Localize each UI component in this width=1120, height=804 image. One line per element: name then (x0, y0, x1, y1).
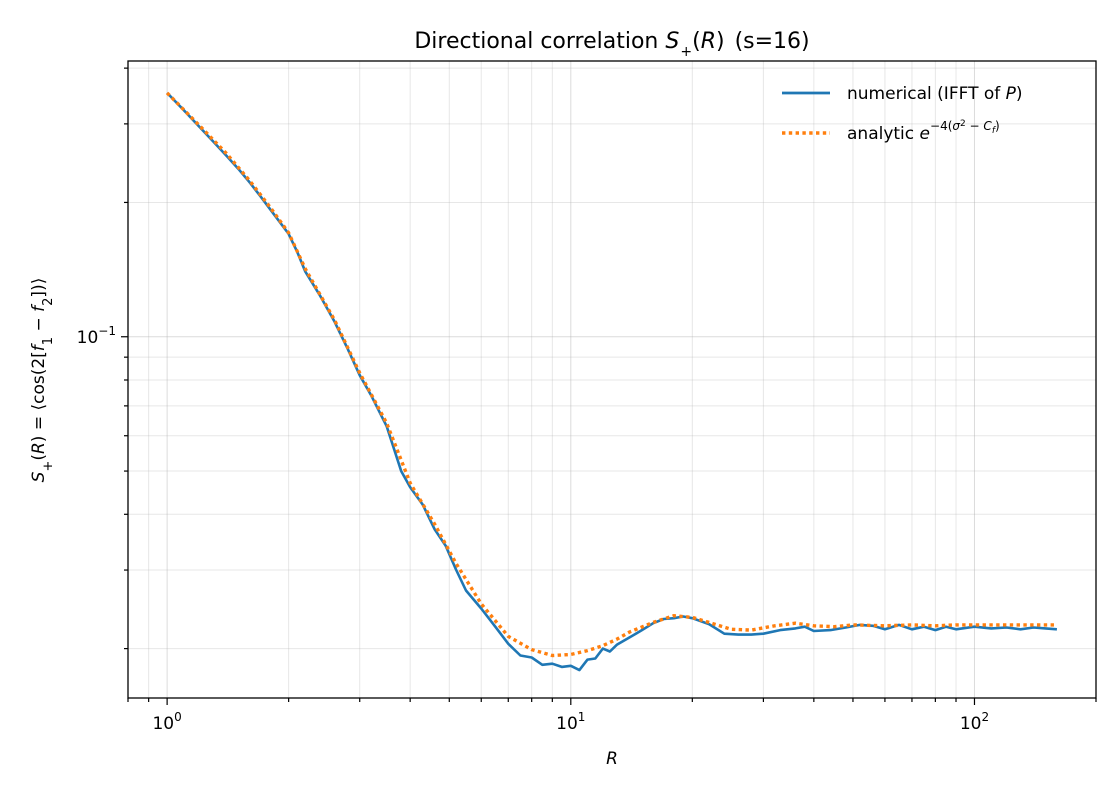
chart-title: Directional correlation S+(R) (s=16) (414, 29, 809, 60)
title-suffix: (s=16) (735, 29, 810, 54)
legend-entry-analytic: analytic e−4(σ2 − Cf) (782, 119, 1000, 144)
x-tick-label: 100 (152, 710, 181, 734)
series-layer (165, 91, 1058, 672)
legend-label-numerical: numerical (IFFT of P) (847, 84, 1023, 104)
plot-area (128, 61, 1096, 698)
x-tick-label: 101 (556, 710, 585, 734)
title-text: Directional correlation (414, 29, 658, 54)
legend: numerical (IFFT of P) analytic e−4(σ2 − … (782, 84, 1023, 144)
axis-ticks: 100 101 102 10−1 (77, 67, 1097, 734)
grid-lines (127, 61, 1097, 698)
legend-label-analytic: analytic e−4(σ2 − Cf) (847, 119, 1000, 144)
x-axis-label: R (606, 749, 618, 769)
y-tick-label: 10−1 (77, 324, 116, 348)
series-line-analytic (165, 91, 1057, 658)
y-axis-label: S+(R) = ⟨cos(2[f1 − f2])⟩ (29, 278, 56, 483)
legend-entry-numerical: numerical (IFFT of P) (782, 84, 1023, 104)
x-tick-label: 102 (960, 710, 989, 734)
